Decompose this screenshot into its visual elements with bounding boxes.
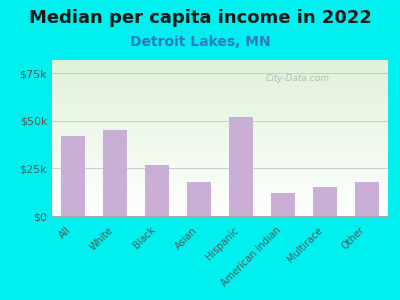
Text: Detroit Lakes, MN: Detroit Lakes, MN	[130, 34, 270, 49]
Bar	[104, 130, 126, 216]
Bar	[188, 182, 210, 216]
Bar	[272, 193, 294, 216]
Text: Median per capita income in 2022: Median per capita income in 2022	[28, 9, 372, 27]
Bar	[62, 136, 84, 216]
Bar	[230, 117, 252, 216]
Bar	[146, 165, 168, 216]
Bar	[356, 182, 378, 216]
Text: City-Data.com: City-Data.com	[265, 74, 329, 83]
Bar	[314, 188, 336, 216]
